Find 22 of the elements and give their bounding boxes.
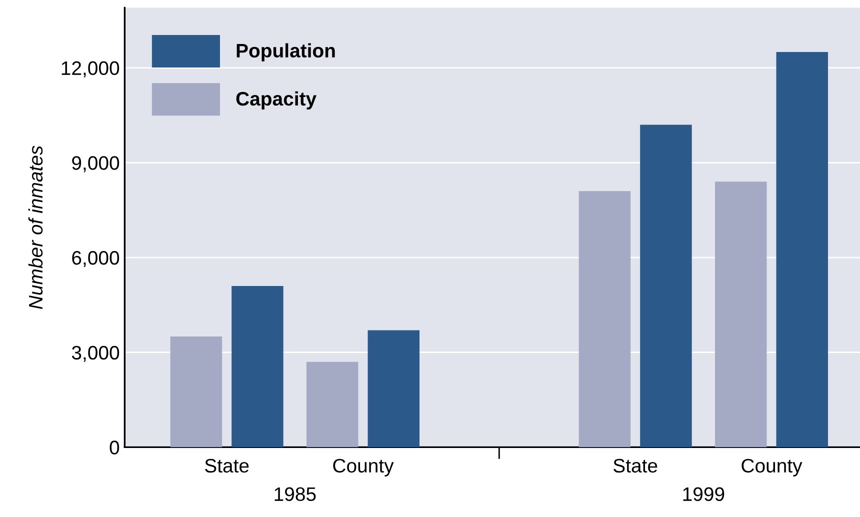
legend-label: Population — [236, 43, 335, 62]
y-tick-label: 0 — [110, 440, 120, 454]
bar — [578, 191, 631, 448]
x-tick-label: State — [614, 458, 658, 473]
bar — [232, 286, 284, 448]
bar — [640, 124, 692, 448]
y-tick-label: 6,000 — [72, 250, 120, 268]
y-tick-label: 3,000 — [72, 346, 120, 362]
x-tick-label: State — [205, 458, 249, 473]
text: 1999 — [683, 487, 724, 502]
x-tick-label: County — [333, 458, 394, 476]
y-tick-label: 12,000 — [62, 61, 120, 78]
text: 1985 — [274, 487, 316, 502]
bar — [714, 182, 767, 448]
x-tick-label: County — [742, 458, 802, 476]
bar — [306, 362, 358, 448]
y-tick-label: 9,000 — [72, 156, 120, 172]
legend-label: Capacity — [236, 91, 316, 110]
bar — [170, 336, 222, 448]
bar — [776, 52, 828, 448]
y-axis-title: Number of inmates — [28, 146, 43, 310]
bar — [368, 330, 420, 448]
